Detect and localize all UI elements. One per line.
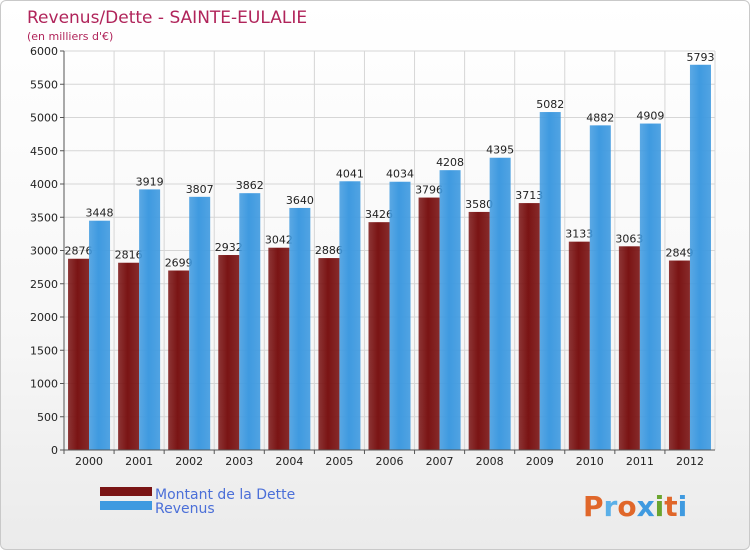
data-label-dette: 3063: [615, 232, 643, 245]
bar-dette: [418, 197, 440, 450]
x-tick-label: 2003: [225, 455, 253, 468]
y-tick-label: 0: [51, 444, 58, 457]
data-label-revenus: 3807: [186, 183, 214, 196]
x-tick-label: 2004: [275, 455, 303, 468]
bar-revenus: [489, 157, 511, 451]
data-label-dette: 2699: [165, 257, 193, 270]
logo-letter: o: [617, 490, 636, 523]
data-label-dette: 3713: [515, 189, 543, 202]
x-tick-label: 2009: [526, 455, 554, 468]
y-tick-label: 1500: [30, 344, 58, 357]
bar-revenus: [689, 64, 711, 450]
x-tick-label: 2000: [75, 455, 103, 468]
bar-revenus: [139, 189, 161, 450]
y-tick-label: 3500: [30, 211, 58, 224]
chart-title: Revenus/Dette - SAINTE-EULALIE: [27, 8, 307, 28]
x-tick-label: 2011: [626, 455, 654, 468]
data-label-revenus: 3919: [136, 175, 164, 188]
y-tick-label: 2500: [30, 278, 58, 291]
bar-dette: [618, 246, 640, 450]
x-tick-label: 2007: [426, 455, 454, 468]
data-label-revenus: 3862: [236, 179, 264, 192]
data-label-revenus: 5793: [686, 51, 714, 64]
x-tick-label: 2002: [175, 455, 203, 468]
data-label-dette: 3133: [565, 228, 593, 241]
y-tick-label: 2000: [30, 311, 58, 324]
bar-revenus: [639, 123, 661, 450]
x-tick-label: 2012: [676, 455, 704, 468]
y-tick-label: 4500: [30, 145, 58, 158]
bar-dette: [68, 258, 90, 450]
bar-revenus: [189, 196, 211, 450]
bar-dette: [518, 203, 540, 450]
data-label-revenus: 4041: [336, 167, 364, 180]
bar-revenus: [439, 170, 461, 450]
legend-label-dette: Montant de la Dette: [155, 487, 295, 503]
legend-label-revenus: Revenus: [155, 501, 215, 517]
bar-dette: [568, 241, 590, 450]
data-label-revenus: 3448: [86, 207, 114, 220]
bar-dette: [118, 262, 140, 450]
bar-revenus: [589, 125, 611, 451]
bars: 2876 3448 2816 3919 2699 3807 2932 3862 3042 3640…: [65, 51, 714, 451]
bar-dette: [318, 258, 340, 450]
data-label-revenus: 4034: [386, 168, 414, 181]
data-label-dette: 3580: [465, 198, 493, 211]
chart-subtitle: (en milliers d'€): [27, 30, 113, 43]
data-label-dette: 3426: [365, 208, 393, 221]
bar-revenus: [339, 181, 361, 450]
x-tick-label: 2001: [125, 455, 153, 468]
bar-dette: [268, 247, 290, 450]
logo-letter: t: [664, 490, 677, 523]
logo-letter: i: [655, 490, 665, 523]
bar-dette: [218, 255, 240, 450]
bar-dette: [468, 211, 490, 450]
data-label-revenus: 3640: [286, 194, 314, 207]
data-label-revenus: 4208: [436, 156, 464, 169]
y-tick-label: 3000: [30, 245, 58, 258]
logo-letter: P: [583, 490, 604, 523]
logo-letter: x: [637, 490, 655, 523]
bar-dette: [368, 222, 390, 450]
y-tick-label: 500: [37, 411, 58, 424]
data-label-dette: 2849: [665, 247, 693, 260]
bar-revenus: [389, 181, 411, 450]
axes: 0 500 1000 1500 2000 2500 3000 3500 4000 4500 5000…: [30, 45, 715, 468]
proxiti-logo: Proxiti: [583, 490, 687, 523]
bar-dette: [168, 270, 190, 450]
x-tick-label: 2010: [576, 455, 604, 468]
legend-swatch-dette: [100, 487, 152, 496]
x-tick-label: 2005: [325, 455, 353, 468]
x-tick-label: 2006: [376, 455, 404, 468]
data-label-revenus: 4395: [486, 144, 514, 157]
legend: Montant de la Dette Revenus: [100, 487, 295, 517]
logo-letter: i: [678, 490, 688, 523]
data-label-dette: 3042: [265, 234, 293, 247]
bar-revenus: [539, 112, 561, 450]
data-label-revenus: 4882: [586, 111, 614, 124]
data-label-revenus: 5082: [536, 98, 564, 111]
logo-letter: r: [604, 490, 618, 523]
y-tick-label: 4000: [30, 178, 58, 191]
data-label-dette: 2876: [65, 245, 93, 258]
data-label-dette: 2816: [115, 249, 143, 262]
y-tick-label: 1000: [30, 378, 58, 391]
data-label-dette: 3796: [415, 184, 443, 197]
bar-revenus: [89, 220, 111, 450]
y-tick-label: 6000: [30, 45, 58, 58]
y-tick-label: 5000: [30, 112, 58, 125]
x-tick-label: 2008: [476, 455, 504, 468]
data-label-revenus: 4909: [636, 110, 664, 123]
bar-dette: [668, 260, 690, 450]
data-label-dette: 2886: [315, 244, 343, 257]
y-tick-label: 5500: [30, 78, 58, 91]
bar-revenus: [289, 207, 311, 450]
legend-swatch-revenus: [100, 501, 152, 510]
data-label-dette: 2932: [215, 241, 243, 254]
bar-revenus: [239, 193, 261, 450]
